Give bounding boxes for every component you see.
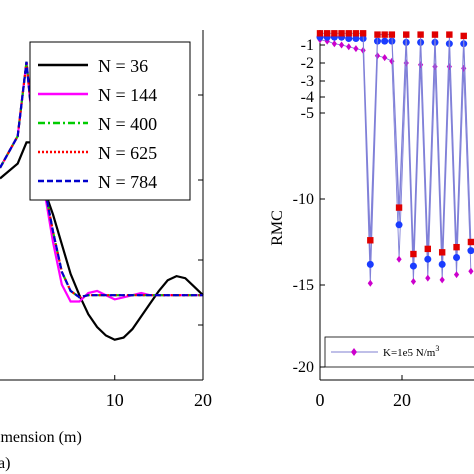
right-point-circle [345,35,353,42]
right-y-tick-label: -15 [293,277,314,294]
left-x-axis-label: imension (m) [0,429,82,446]
left-legend-label: N = 36 [98,56,148,76]
right-point-square [352,30,360,37]
left-legend-label: N = 784 [98,172,157,192]
left-x-tick-label: 10 [106,390,124,410]
right-point-diamond [418,61,424,69]
right-point-square [460,32,467,40]
right-y-tick-label: -3 [301,73,314,90]
right-point-square [359,30,367,37]
right-point-square [424,245,431,253]
right-series-group [316,30,474,287]
right-point-square [388,31,396,38]
right-y-tick-label: -2 [301,55,314,72]
right-point-square [338,30,345,37]
right-point-square [323,30,331,37]
right-point-diamond [389,57,395,65]
right-point-diamond [331,40,337,48]
right-point-diamond [382,54,388,62]
right-point-square [395,204,403,211]
right-point-diamond [403,59,409,67]
right-point-square [417,31,424,38]
right-y-tick-label: -10 [293,191,314,208]
right-ticks-group: -1-2-3-4-5 -10 -15 -200 20 [293,37,411,410]
right-point-diamond [410,278,417,286]
right-point-diamond [439,276,445,284]
left-legend-box [29,41,191,201]
right-point-square [438,249,446,256]
right-series-line-0 [320,32,472,255]
right-series-line-2 [319,39,472,284]
right-legend-label-sup: 3 [435,344,439,353]
right-legend-label: K=1e5 N/m3 [383,344,439,359]
left-x-tick-label: 20 [194,390,212,410]
right-point-diamond [338,41,345,49]
right-point-circle [438,260,446,268]
right-y-tick-label: -1 [301,37,314,54]
right-point-circle [395,221,403,229]
right-legend-label-text: K=1e5 N/m [383,347,436,359]
left-legend-label: N = 400 [98,114,157,134]
right-point-circle [381,37,389,45]
right-point-circle [453,253,461,261]
right-point-diamond [346,43,352,51]
right-legend: K=1e5 N/m3 [324,336,474,368]
right-point-circle [409,262,417,270]
right-point-square [453,243,460,251]
right-legend-marker [351,348,357,356]
right-point-diamond [468,267,474,275]
right-x-tick-label: 20 [393,390,411,410]
right-point-circle [366,260,374,268]
left-chart-panel: 10 20 imension (m) a) N = 36 N = 144 N = 40… [0,30,212,472]
right-point-diamond [367,279,373,287]
left-legend: N = 36 N = 144 N = 400 N = 625 N = 784 [29,41,191,201]
right-point-square [374,31,381,38]
right-point-square [410,250,417,258]
right-point-square [467,238,474,246]
right-point-diamond [396,255,402,263]
right-point-square [345,30,352,37]
right-point-square [381,31,388,38]
right-point-circle [424,255,432,263]
right-point-diamond [453,271,460,279]
right-y-tick-label: -20 [293,359,314,376]
right-point-square [431,31,439,38]
right-point-diamond [461,64,467,72]
left-ticks-group: 10 20 [106,94,212,410]
right-point-square [367,237,374,244]
right-x-tick-label: 0 [316,390,325,410]
right-point-diamond [374,52,381,60]
right-point-square [403,31,410,38]
left-legend-label: N = 625 [98,143,157,163]
right-point-diamond [353,45,359,53]
right-point-circle [467,247,474,255]
right-point-circle [352,35,360,42]
right-y-axis-label: RMC [269,210,286,246]
right-y-tick-label: -4 [301,89,314,106]
right-point-square [316,30,324,37]
right-point-square [446,31,453,38]
right-point-diamond [432,63,438,71]
right-y-tick-label: -5 [301,105,314,122]
right-chart-panel: -1-2-3-4-5 -10 -15 -200 20 RMC K=1e5 N/m3 [269,30,474,410]
right-point-diamond [425,274,431,282]
left-legend-label: N = 144 [98,85,157,105]
right-point-square [331,30,338,37]
left-legend-items: N = 36 N = 144 N = 400 N = 625 N = 784 [38,56,157,192]
left-panel-label: a) [0,455,10,472]
right-point-diamond [446,63,452,71]
